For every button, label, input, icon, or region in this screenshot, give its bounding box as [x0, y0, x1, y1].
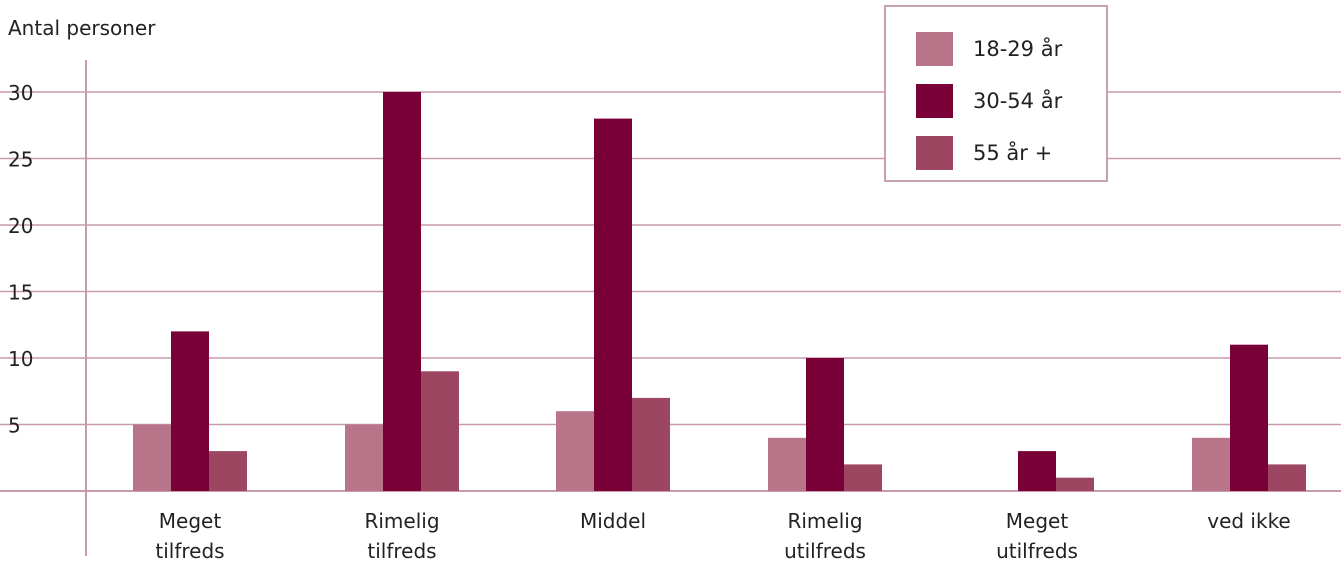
- bar: [844, 464, 882, 491]
- y-tick-label: 20: [8, 214, 33, 238]
- legend-swatch-55-plus: [916, 136, 953, 170]
- bar: [806, 358, 844, 491]
- bar: [1018, 451, 1056, 491]
- y-tick-label: 15: [8, 281, 33, 305]
- bar: [1230, 344, 1268, 491]
- x-tick-labels: Meget tilfreds Rimelig tilfreds Middel Rimeli…: [155, 509, 1290, 561]
- y-tick-labels: 5 10 15 20 25 30: [8, 81, 33, 438]
- bars: [133, 92, 1306, 491]
- bar: [383, 92, 421, 491]
- legend-swatch-30-54: [916, 84, 953, 118]
- x-tick-label: utilfreds: [996, 539, 1078, 561]
- x-tick-label: Rimelig: [787, 509, 862, 533]
- legend-item-30-54: 30-54 år: [916, 84, 1062, 118]
- bar: [768, 437, 806, 491]
- x-tick-label: Rimelig: [364, 509, 439, 533]
- y-tick-label: 25: [8, 148, 33, 172]
- x-tick-label: tilfreds: [367, 539, 436, 561]
- bar: [594, 118, 632, 491]
- legend-label-55-plus: 55 år +: [973, 141, 1053, 165]
- legend-swatch-18-29: [916, 32, 953, 66]
- bar: [345, 424, 383, 491]
- bar: [632, 397, 670, 491]
- y-axis-title: Antal personer: [8, 16, 156, 40]
- legend-label-18-29: 18-29 år: [973, 37, 1063, 61]
- x-tick-label: utilfreds: [784, 539, 866, 561]
- bar: [1268, 464, 1306, 491]
- legend-item-55-plus: 55 år +: [916, 136, 1052, 170]
- bar: [556, 411, 594, 491]
- x-tick-label: Middel: [580, 509, 646, 533]
- legend-label-30-54: 30-54 år: [973, 89, 1063, 113]
- legend-item-18-29: 18-29 år: [916, 32, 1062, 66]
- x-tick-label: Meget: [159, 509, 222, 533]
- legend: 18-29 år 30-54 år 55 år +: [884, 5, 1108, 182]
- y-tick-label: 5: [8, 414, 21, 438]
- x-tick-label: Meget: [1006, 509, 1069, 533]
- gridlines: [0, 91, 1341, 492]
- bar: [1192, 437, 1230, 491]
- x-tick-label: tilfreds: [155, 539, 224, 561]
- x-tick-label: ved ikke: [1207, 509, 1291, 533]
- bar: [133, 424, 171, 491]
- bar: [171, 331, 209, 491]
- bar: [421, 371, 459, 491]
- y-tick-label: 30: [8, 81, 33, 105]
- bar: [1056, 477, 1094, 491]
- y-tick-label: 10: [8, 347, 33, 371]
- bar: [209, 451, 247, 491]
